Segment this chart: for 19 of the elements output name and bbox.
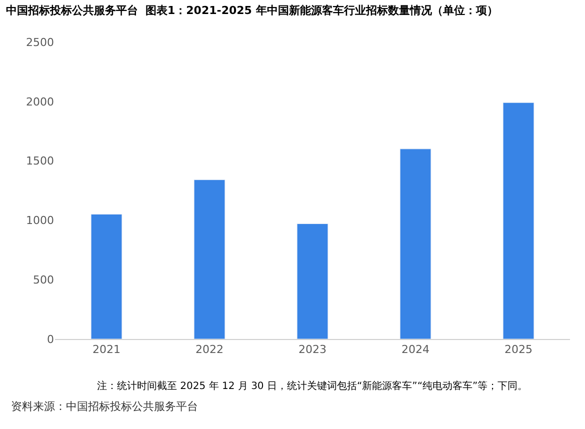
y-tick-label: 500 [33, 273, 54, 286]
x-tick-label: 2025 [504, 343, 532, 356]
text: 注：统计时间截至 2025 年 12 月 30 日，统计关键词包括“新能源客车”“纯电动客车”等；下同。 [97, 380, 528, 392]
x-tick-label: 2022 [196, 343, 224, 356]
bar [296, 224, 328, 339]
chart-title: 中国招标投标公共服务平台 图表1：2021-2025 年中国新能源客车行业招标数量情况（单位：项） [6, 4, 498, 18]
text: 资料来源：中国招标投标公共服务平台 [11, 400, 198, 413]
bar [502, 102, 534, 339]
bar [400, 148, 432, 339]
y-tick-label: 2000 [26, 95, 54, 108]
x-tick-label: 2024 [402, 343, 430, 356]
bar [90, 214, 122, 339]
y-tick-label: 1500 [26, 154, 54, 168]
y-tick-label: 2500 [26, 36, 54, 49]
x-tick-label: 2023 [298, 343, 326, 356]
bar [194, 180, 226, 339]
y-tick-label: 0 [47, 332, 54, 346]
x-tick-label: 2021 [92, 343, 120, 356]
y-tick-label: 1000 [26, 214, 54, 228]
